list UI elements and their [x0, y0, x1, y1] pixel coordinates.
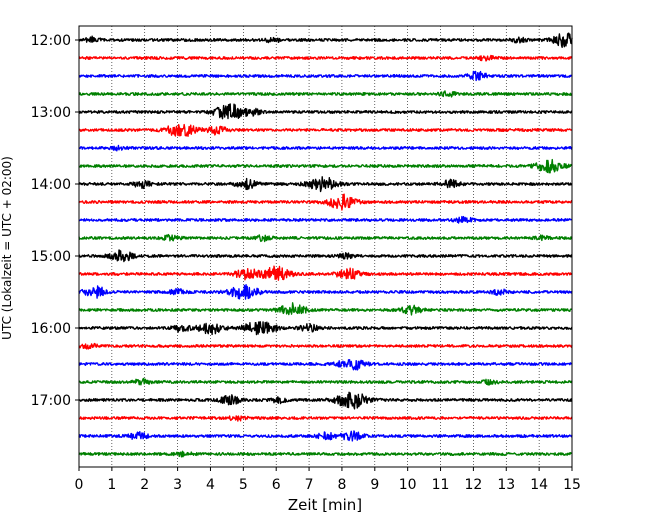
plot-frame	[78, 25, 573, 468]
x-tick-label: 3	[173, 477, 182, 493]
x-tick-label: 14	[530, 477, 548, 493]
trace-line-1600	[78, 321, 573, 336]
x-tick-label: 9	[370, 477, 379, 493]
trace-line-1430	[78, 215, 573, 224]
x-tick-label: 4	[206, 477, 215, 493]
trace-line-1400	[78, 176, 573, 193]
trace-group	[78, 32, 573, 458]
trace-line-1700	[78, 391, 573, 410]
y-tick-label: 14:00	[31, 177, 71, 193]
trace-line-1230	[78, 70, 573, 82]
x-tick-label: 6	[272, 477, 281, 493]
trace-line-1300	[78, 103, 573, 120]
trace-line-1630	[78, 359, 573, 371]
y-tick-label: 12:00	[31, 33, 71, 49]
trace-line-1245	[78, 90, 573, 98]
x-tick-label: 7	[305, 477, 314, 493]
trace-line-1215	[78, 54, 573, 62]
x-tick-label: 15	[563, 477, 581, 493]
y-tick-label: 13:00	[31, 105, 71, 121]
y-axis-ticks: 12:00 13:00 14:00 15:00 16:00 17:00	[31, 33, 79, 409]
trace-line-1730	[78, 430, 573, 442]
trace-line-1500	[78, 249, 573, 263]
trace-line-1515	[78, 265, 573, 281]
x-axis-ticks: 0 1 2 3 4 5 6 7 8 9 10 11 12 13 14 15	[75, 467, 581, 493]
trace-line-1415	[78, 193, 573, 211]
y-tick-label: 15:00	[31, 249, 71, 265]
x-tick-label: 1	[107, 477, 116, 493]
x-tick-label: 10	[399, 477, 417, 493]
trace-line-1645	[78, 377, 573, 386]
x-tick-label: 13	[497, 477, 515, 493]
trace-line-1315	[78, 123, 573, 137]
trace-line-1530	[78, 284, 573, 300]
x-tick-label: 2	[140, 477, 149, 493]
y-axis-label: UTC (Lokalzeit = UTC + 02:00)	[0, 156, 14, 340]
trace-line-1615	[78, 342, 573, 350]
trace-line-1330	[78, 144, 573, 152]
trace-line-1200	[78, 32, 573, 49]
x-axis-label: Zeit [min]	[288, 496, 362, 514]
x-tick-label: 11	[432, 477, 450, 493]
trace-line-1545	[78, 302, 573, 316]
x-tick-label: 0	[75, 477, 84, 493]
trace-line-1345	[78, 158, 573, 174]
y-tick-label: 17:00	[31, 393, 71, 409]
trace-line-1715	[78, 415, 573, 422]
x-tick-label: 5	[239, 477, 248, 493]
y-tick-label: 16:00	[31, 321, 71, 337]
trace-line-1445	[78, 233, 573, 243]
x-tick-label: 12	[464, 477, 482, 493]
trace-line-1745	[78, 450, 573, 458]
x-tick-label: 8	[337, 477, 346, 493]
